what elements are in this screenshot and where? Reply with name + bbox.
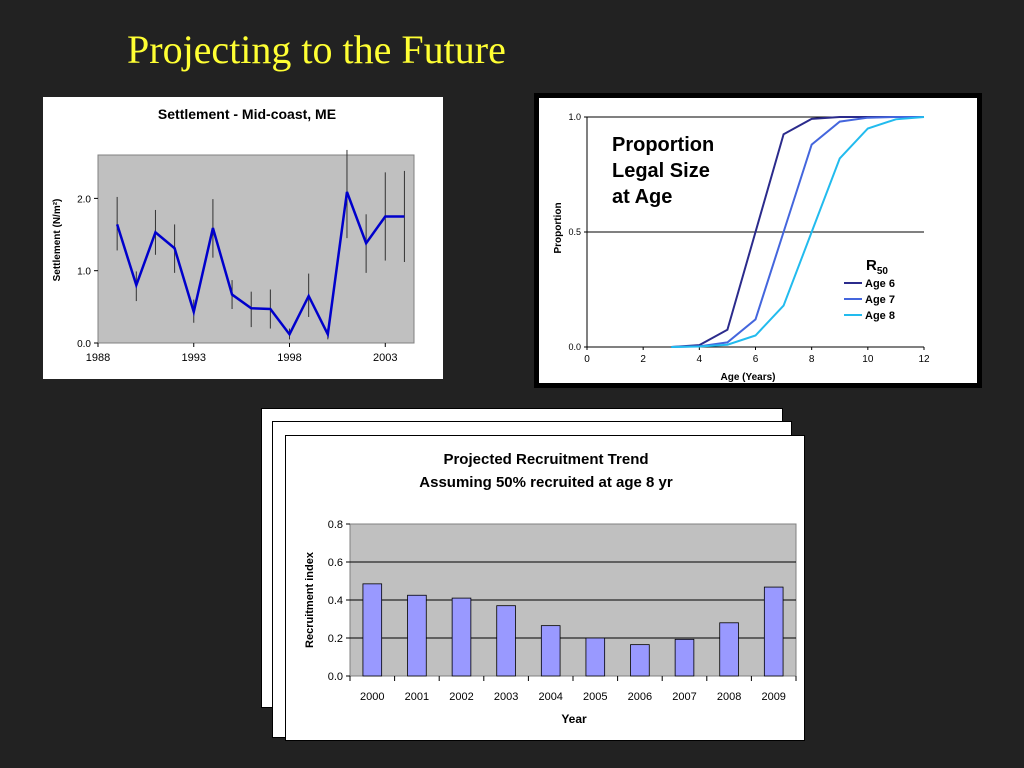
recruitment-x-tick-label: 2001 <box>405 691 429 703</box>
legend-title-subscript: 50 <box>877 266 889 277</box>
recruitment-bar <box>540 625 561 677</box>
proportion-y-tick-label: 1.0 <box>568 112 581 122</box>
recruitment-bar <box>362 583 383 677</box>
recruitment-x-tick-label: 2002 <box>449 691 473 703</box>
legend-item-label: Age 6 <box>865 278 895 290</box>
proportion-legend: R50 Age 6 Age 7 Age 8 <box>844 257 895 322</box>
recruitment-bar <box>763 586 784 677</box>
recruitment-y-tick-label: 0.8 <box>328 519 343 531</box>
proportion-series-line <box>671 116 924 348</box>
legend-title-main: R <box>866 257 877 274</box>
recruitment-chart: Projected Recruitment Trend Assuming 50%… <box>304 451 797 726</box>
recruitment-y-tick-label: 0.0 <box>328 671 343 683</box>
recruitment-bar <box>407 594 427 677</box>
settlement-y-tick-label: 1.0 <box>77 267 91 278</box>
proportion-x-tick-label: 10 <box>862 354 874 365</box>
legend-title: R50 <box>866 257 888 277</box>
proportion-x-tick-label: 2 <box>640 354 646 365</box>
recruitment-x-tick-label: 2004 <box>538 691 562 703</box>
recruitment-bar <box>719 622 739 677</box>
proportion-x-tick-label: 8 <box>809 354 815 365</box>
recruitment-y-tick-label: 0.6 <box>328 557 343 569</box>
settlement-x-tick-label: 2003 <box>373 352 397 364</box>
recruitment-x-tick-label: 2000 <box>360 691 384 703</box>
proportion-chart-panel: Proportion Age (Years) Proportion Legal … <box>539 98 977 383</box>
recruitment-x-tick-label: 2006 <box>628 691 652 703</box>
settlement-chart: Settlement - Mid-coast, ME Settlement (N… <box>52 106 415 364</box>
proportion-y-axis-label: Proportion <box>553 202 564 253</box>
proportion-y-tick-label: 0.0 <box>568 342 581 352</box>
recruitment-chart-panel: Projected Recruitment Trend Assuming 50%… <box>285 435 805 741</box>
proportion-chart-title-line-1: Proportion <box>612 134 714 156</box>
settlement-chart-title: Settlement - Mid-coast, ME <box>158 106 336 122</box>
recruitment-bar <box>630 644 650 677</box>
proportion-x-tick-label: 0 <box>584 354 590 365</box>
recruitment-y-tick-label: 0.4 <box>328 595 343 607</box>
settlement-x-tick-label: 1988 <box>86 352 110 364</box>
recruitment-x-axis-label: Year <box>561 712 587 726</box>
legend-item-label: Age 8 <box>865 310 895 322</box>
recruitment-x-tick-label: 2009 <box>761 691 785 703</box>
proportion-x-axis-label: Age (Years) <box>720 372 775 383</box>
recruitment-bar <box>674 638 695 677</box>
slide-title: Projecting to the Future <box>127 27 506 72</box>
settlement-series-line <box>115 191 405 339</box>
recruitment-bar <box>585 637 606 677</box>
recruitment-y-tick-label: 0.2 <box>328 633 343 645</box>
proportion-chart: Proportion Age (Years) Proportion Legal … <box>553 112 930 383</box>
recruitment-chart-subtitle: Assuming 50% recruited at age 8 yr <box>419 474 673 491</box>
settlement-x-tick-label: 1998 <box>277 352 301 364</box>
proportion-series-line <box>671 116 925 348</box>
proportion-chart-title-line-3: at Age <box>612 186 672 208</box>
recruitment-x-tick-label: 2003 <box>494 691 518 703</box>
recruitment-x-tick-label: 2008 <box>717 691 741 703</box>
proportion-x-tick-label: 12 <box>918 354 930 365</box>
recruitment-x-tick-label: 2005 <box>583 691 607 703</box>
recruitment-bar <box>451 597 472 677</box>
proportion-x-tick-label: 4 <box>697 354 703 365</box>
settlement-chart-panel: Settlement - Mid-coast, ME Settlement (N… <box>43 97 443 379</box>
settlement-y-tick-label: 0.0 <box>77 339 91 350</box>
proportion-y-tick-label: 0.5 <box>568 227 581 237</box>
recruitment-bar <box>496 605 516 677</box>
settlement-y-axis-label: Settlement (N/m²) <box>52 199 63 282</box>
recruitment-y-axis-label: Recruitment index <box>304 551 316 648</box>
legend-item-label: Age 7 <box>865 294 895 306</box>
recruitment-x-tick-label: 2007 <box>672 691 696 703</box>
proportion-x-tick-label: 6 <box>753 354 759 365</box>
recruitment-chart-title: Projected Recruitment Trend <box>443 451 648 468</box>
settlement-y-tick-label: 2.0 <box>77 194 91 205</box>
proportion-chart-title-line-2: Legal Size <box>612 160 710 182</box>
settlement-x-tick-label: 1993 <box>182 352 206 364</box>
